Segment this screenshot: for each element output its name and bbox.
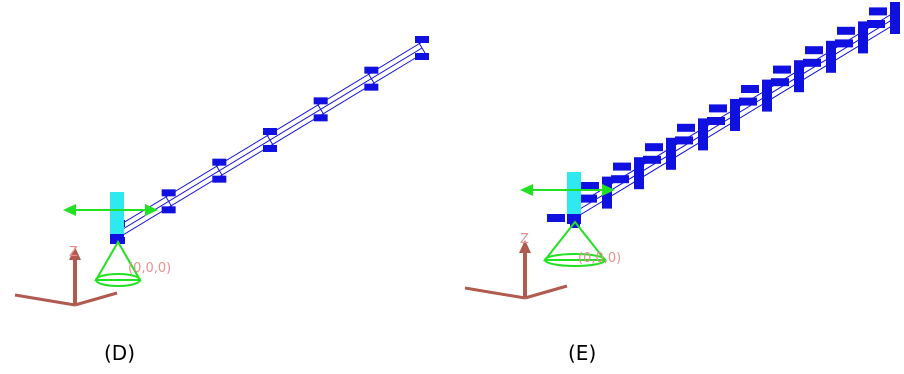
beam-block (826, 41, 836, 73)
side-block (741, 85, 759, 93)
axis-x (465, 288, 525, 298)
side-block (611, 175, 629, 183)
side-block (547, 214, 565, 222)
side-block (771, 78, 789, 86)
side-block (707, 117, 725, 125)
beam-block (762, 80, 772, 112)
beam-block (263, 145, 277, 152)
support (110, 192, 124, 237)
side-block (677, 124, 695, 132)
axis-y (525, 286, 567, 298)
side-block (837, 27, 855, 35)
side-block (581, 182, 599, 190)
beam-block (162, 189, 176, 196)
axis-y (75, 293, 117, 305)
beam-web (368, 74, 374, 84)
side-block (805, 46, 823, 54)
beam-web (318, 104, 324, 114)
beam-block (212, 176, 226, 183)
beam-web (216, 166, 222, 176)
beam-block (698, 118, 708, 150)
side-block (869, 7, 887, 15)
beam-block (858, 21, 868, 53)
beam-block (730, 99, 740, 131)
side-block (773, 66, 791, 74)
side-block (835, 39, 853, 47)
force-head (63, 204, 76, 216)
beam-block (263, 128, 277, 135)
beam-block (314, 114, 328, 121)
side-block (867, 20, 885, 28)
panel-caption: (E) (568, 341, 596, 365)
side-block (645, 143, 663, 151)
origin-label: (0,0,0) (128, 261, 171, 276)
side-block (803, 59, 821, 67)
panel-d (15, 36, 429, 305)
side-block (709, 104, 727, 112)
beam-block (666, 138, 676, 170)
side-block (613, 163, 631, 171)
beam-block (364, 84, 378, 91)
beam-web (166, 196, 172, 206)
force-head (520, 184, 533, 196)
side-block (643, 156, 661, 164)
beam-web (267, 135, 273, 145)
beam-block (314, 97, 328, 104)
beam-block (212, 159, 226, 166)
beam-web (419, 43, 425, 53)
panel-caption: (D) (104, 341, 135, 365)
panel-e (465, 0, 904, 298)
side-block (579, 195, 597, 203)
side-block (739, 98, 757, 106)
beam-block (634, 157, 644, 189)
beam-block (162, 206, 176, 213)
beam-block (364, 67, 378, 74)
beam-block (415, 53, 429, 60)
beam-block (415, 36, 429, 43)
support (567, 172, 581, 217)
axis-x (15, 295, 75, 305)
figure: Z (0,0,0) Z (0,0,0) (D) (E) (0, 0, 904, 374)
side-block (675, 136, 693, 144)
beam-block (890, 2, 900, 34)
beam-block (794, 60, 804, 92)
z-axis-label: Z (69, 245, 78, 260)
origin-label: (0,0,0) (578, 251, 621, 266)
z-axis-label: Z (520, 232, 529, 247)
